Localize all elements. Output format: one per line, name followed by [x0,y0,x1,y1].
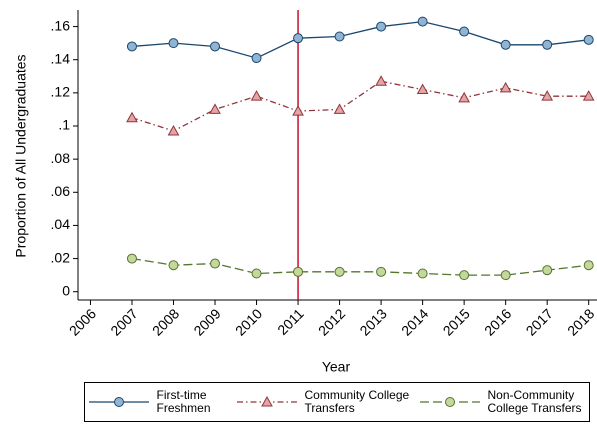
marker [334,266,345,277]
y-tick-label: .1 [58,117,70,133]
x-tick-label: 2012 [315,305,348,338]
series-line [131,80,589,132]
marker [126,111,138,123]
y-tick-label: .08 [51,150,71,166]
y-tick-label: .12 [51,84,71,100]
y-tick-label: .04 [51,216,71,232]
x-tick-label: 2008 [149,305,182,338]
legend-label: Community College Transfers [304,388,410,415]
x-tick-label: 2018 [564,305,597,338]
marker [542,39,553,50]
marker [210,41,221,52]
marker [210,258,221,269]
marker [293,33,304,44]
series-line [131,257,589,276]
y-tick-label: .16 [51,17,71,33]
x-axis-title: Year [322,359,351,375]
marker [167,124,180,136]
marker [541,90,554,101]
marker [113,397,124,407]
legend-entry: First-time Freshmen [87,389,232,415]
marker [583,260,594,271]
marker [500,270,511,281]
marker [250,90,263,101]
marker [376,21,387,32]
marker [459,26,470,37]
x-tick-label: 2007 [107,305,140,338]
legend-entry: Community College Transfers [235,389,415,415]
x-tick-label: 2011 [274,305,307,338]
marker [499,81,512,93]
marker [334,31,345,42]
legend-symbol [419,397,480,407]
marker [209,103,221,114]
y-tick-label: .06 [51,183,71,199]
marker [126,253,137,264]
x-tick-label: 2013 [356,305,389,338]
x-tick-label: 2006 [66,305,99,338]
y-axis-title: Proportion of All Undergraduates [13,54,29,257]
legend-symbol [236,395,297,407]
y-tick-label: 0 [62,282,70,298]
x-tick-label: 2010 [232,305,265,338]
x-tick-label: 2016 [481,305,514,338]
marker [251,53,262,64]
series-line [131,20,589,59]
marker [542,265,553,276]
marker [375,75,387,86]
x-tick-label: 2015 [440,305,473,338]
marker [168,260,179,271]
legend-entry: Non-Community College Transfers [418,389,588,415]
marker [126,41,137,52]
y-tick-label: .14 [51,50,71,66]
marker [293,266,304,277]
marker [583,34,594,45]
legend: First-time Freshmen Community College Tra… [84,382,590,422]
x-tick-label: 2014 [398,305,431,338]
marker [251,268,262,279]
marker [292,105,304,116]
marker [458,91,470,103]
marker [444,397,455,407]
y-tick-label: .02 [51,249,71,265]
marker [376,266,387,277]
x-tick-label: 2009 [190,305,223,338]
marker [500,39,511,50]
marker [260,395,273,407]
marker [417,268,428,279]
legend-label: First-time Freshmen [156,388,211,415]
marker [417,16,428,27]
marker [582,90,595,101]
marker [459,270,470,281]
legend-label: Non-Community College Transfers [487,388,582,415]
marker [168,38,179,49]
x-tick-label: 2017 [523,305,556,338]
legend-symbol [88,397,149,407]
marker [416,83,429,95]
marker [333,103,346,114]
